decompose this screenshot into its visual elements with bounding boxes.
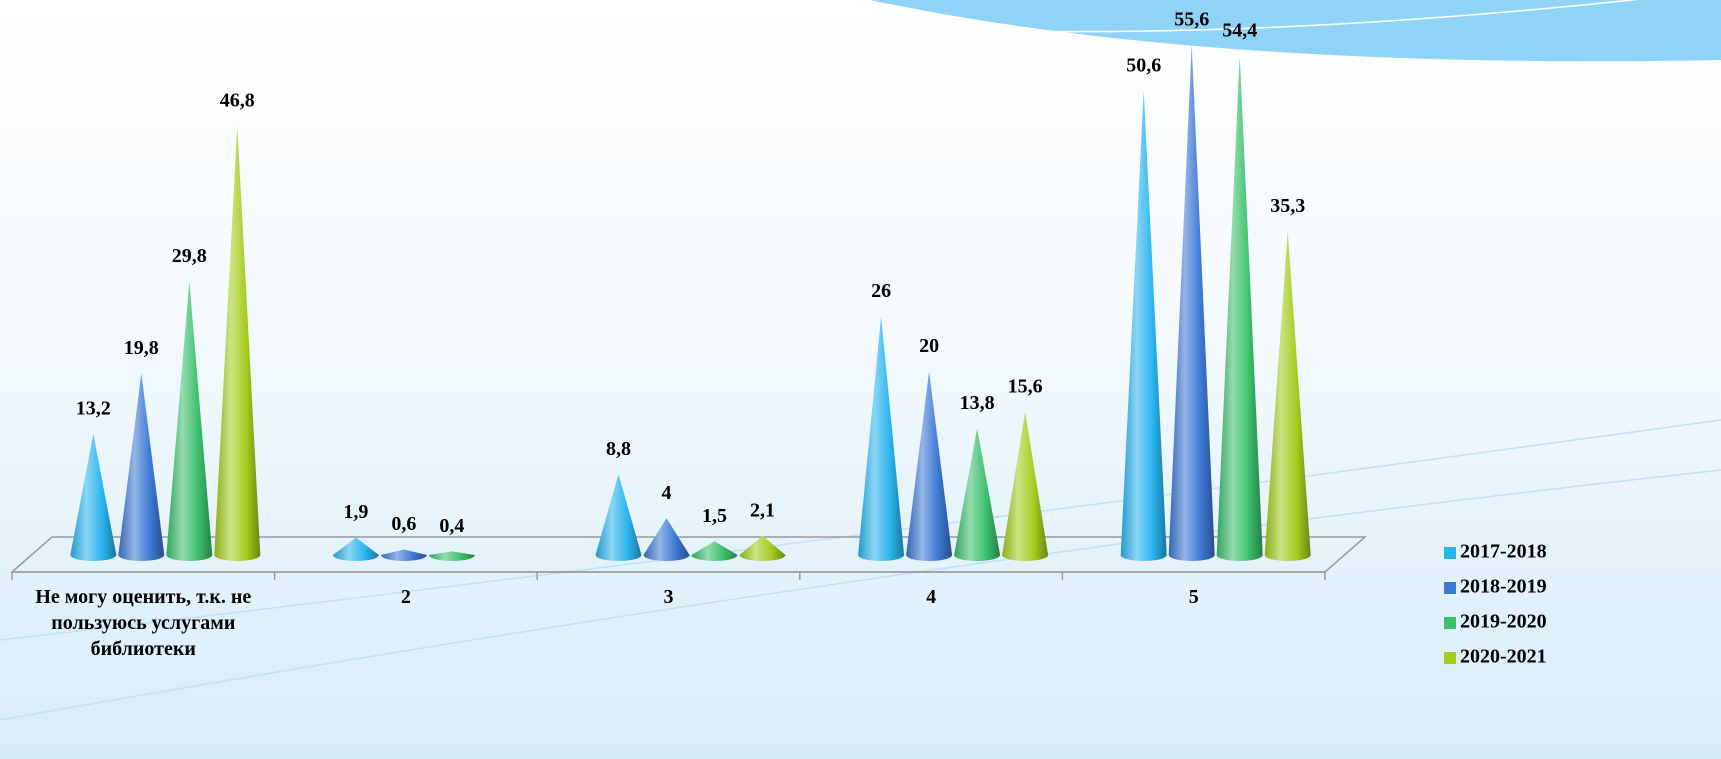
cone <box>906 371 953 561</box>
decor-line <box>0 419 1721 641</box>
decor-wave <box>870 0 1721 62</box>
cone <box>428 551 475 561</box>
data-label: 2,1 <box>750 499 775 521</box>
cone <box>332 537 379 561</box>
data-label: 8,8 <box>606 438 631 460</box>
cone <box>1168 45 1215 561</box>
cone <box>691 541 738 561</box>
data-label: 4 <box>662 482 672 504</box>
cone <box>1216 56 1263 561</box>
decor-line <box>959 0 1639 33</box>
cone <box>118 373 165 561</box>
legend-swatch <box>1444 652 1456 664</box>
x-tick-label: 5 <box>1188 586 1199 608</box>
cone <box>858 316 905 561</box>
legend-swatch <box>1444 617 1456 629</box>
data-label: 13,8 <box>960 392 995 414</box>
data-label: 19,8 <box>124 337 159 359</box>
x-tick-label: 3 <box>663 586 674 608</box>
x-tick-label: Не могу оценить, т.к. не пользуюсь услуг… <box>35 586 252 660</box>
cone <box>1002 411 1049 561</box>
cone <box>643 518 690 561</box>
data-label: 13,2 <box>76 398 111 420</box>
legend-label: 2018-2019 <box>1460 576 1547 598</box>
data-label: 26 <box>871 280 891 302</box>
cone <box>954 428 1001 561</box>
data-label: 15,6 <box>1008 376 1043 398</box>
data-label: 29,8 <box>172 245 207 267</box>
data-label: 0,4 <box>439 515 464 537</box>
cone <box>380 549 427 561</box>
data-label: 0,6 <box>391 513 416 535</box>
data-label: 20 <box>919 335 939 357</box>
cone <box>1264 231 1311 562</box>
decor-line <box>0 469 1721 721</box>
cone <box>739 535 786 561</box>
legend-label: 2017-2018 <box>1460 541 1547 563</box>
data-label: 1,9 <box>343 501 368 523</box>
cone <box>70 433 117 561</box>
legend-swatch <box>1444 547 1456 559</box>
data-label: 1,5 <box>702 505 727 527</box>
legend-label: 2020-2021 <box>1460 646 1547 668</box>
cone <box>166 281 213 561</box>
data-label: 54,4 <box>1222 20 1257 42</box>
legend-label: 2019-2020 <box>1460 611 1547 633</box>
cone <box>595 474 642 561</box>
data-label: 46,8 <box>220 89 255 111</box>
data-label: 55,6 <box>1174 9 1209 31</box>
x-tick-label: 2 <box>400 586 411 608</box>
data-label: 35,3 <box>1270 195 1305 217</box>
data-label: 50,6 <box>1126 54 1161 76</box>
x-tick-label: 4 <box>926 586 937 608</box>
legend-swatch <box>1444 582 1456 594</box>
cone <box>214 125 261 561</box>
cone <box>1120 90 1167 561</box>
